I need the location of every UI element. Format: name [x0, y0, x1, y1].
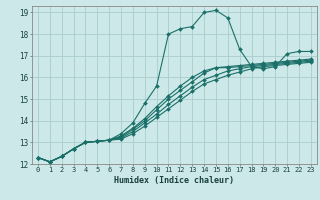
X-axis label: Humidex (Indice chaleur): Humidex (Indice chaleur)	[115, 176, 234, 185]
